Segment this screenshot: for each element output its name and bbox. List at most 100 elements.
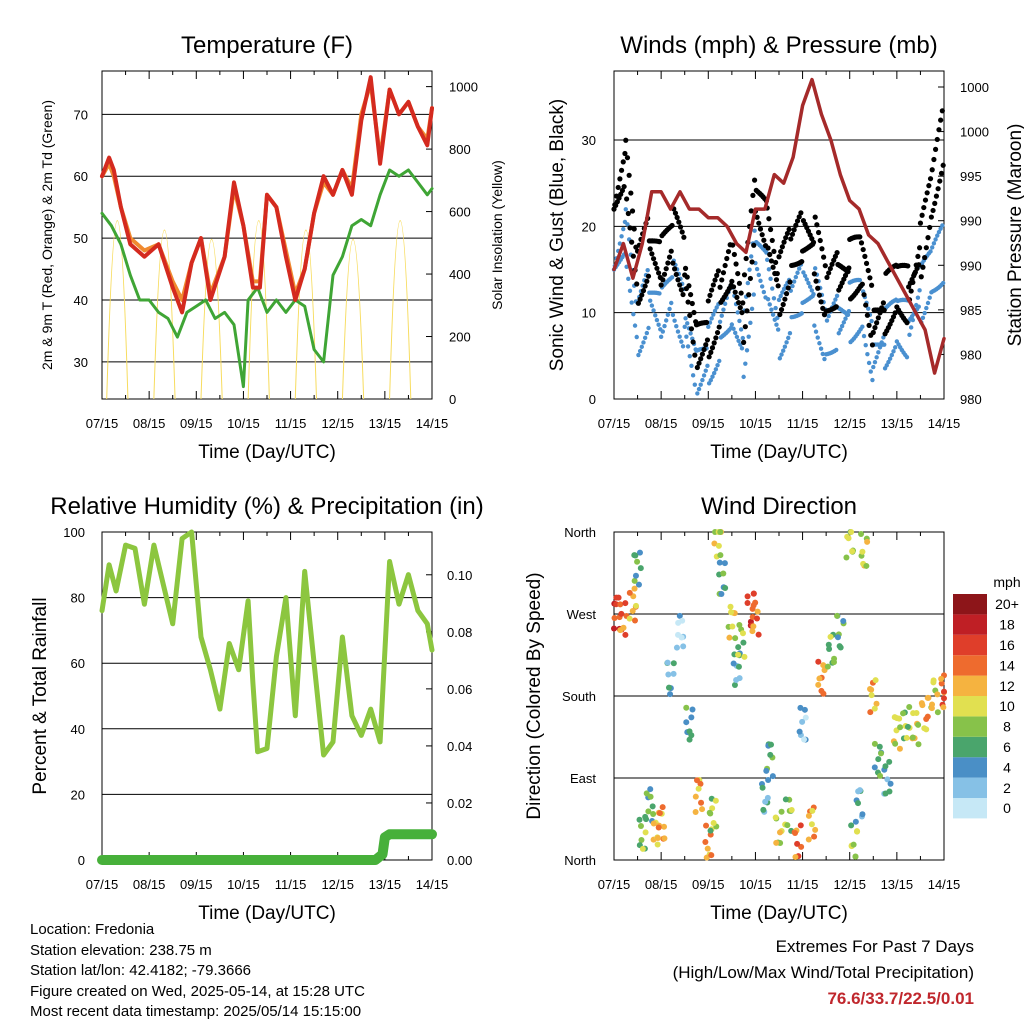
wind-points <box>611 207 946 396</box>
direction-point <box>642 829 649 836</box>
data-point <box>669 275 675 280</box>
plot-frame <box>101 70 433 400</box>
direction-point <box>702 838 709 845</box>
chart-title: Wind Direction <box>701 493 857 520</box>
data-point <box>784 230 791 237</box>
data-point <box>861 292 867 298</box>
direction-point <box>726 634 733 641</box>
x-tick-label: 14/15 <box>416 416 449 431</box>
data-point <box>809 288 815 293</box>
data-point <box>910 279 916 286</box>
data-point <box>729 278 735 284</box>
direction-point <box>825 641 832 648</box>
direction-point <box>728 609 735 616</box>
direction-point <box>735 663 742 670</box>
direction-point <box>632 617 639 624</box>
data-point <box>935 186 941 192</box>
legend-label: 0 <box>1003 800 1011 816</box>
data-point <box>799 311 804 316</box>
data-point <box>731 326 736 331</box>
direction-point <box>750 590 757 597</box>
direction-point <box>794 840 801 847</box>
data-point <box>765 296 771 302</box>
legend-label: 6 <box>1003 739 1011 755</box>
data-point <box>787 279 793 285</box>
data-point <box>846 308 852 314</box>
data-point <box>742 324 748 330</box>
direction-point <box>729 623 736 630</box>
data-point <box>717 284 723 290</box>
x-tick-label: 13/15 <box>369 416 402 431</box>
data-point <box>927 176 934 182</box>
y2-tick-label: 800 <box>449 142 471 157</box>
x-tick-label: 09/15 <box>692 877 725 892</box>
data-point <box>827 265 833 272</box>
data-point <box>722 301 728 306</box>
direction-point <box>921 725 928 732</box>
data-point <box>821 254 827 260</box>
data-point <box>748 208 754 214</box>
data-point <box>652 260 658 267</box>
direction-point <box>699 806 706 813</box>
data-point <box>904 354 910 360</box>
direction-point <box>919 702 926 709</box>
data-point <box>734 294 740 301</box>
direction-point <box>769 773 776 780</box>
y2-tick-label: 0.08 <box>447 625 472 640</box>
direction-point <box>792 829 799 836</box>
direction-point <box>744 599 751 606</box>
x-tick-label: 11/15 <box>275 877 307 892</box>
data-point <box>782 296 788 302</box>
direction-point <box>938 680 945 687</box>
data-point <box>675 329 681 334</box>
data-point <box>774 322 779 327</box>
direction-point <box>799 718 806 725</box>
direction-point <box>875 756 882 763</box>
direction-point <box>872 677 879 684</box>
data-point <box>666 254 673 260</box>
data-point <box>631 311 636 317</box>
data-point <box>916 304 921 309</box>
data-point <box>778 293 783 299</box>
direction-point <box>649 803 656 810</box>
extremes-title: Extremes For Past 7 Days <box>775 937 974 956</box>
data-point <box>711 312 716 317</box>
direction-point <box>722 585 729 592</box>
direction-point <box>913 709 920 716</box>
data-point <box>685 344 691 349</box>
data-point <box>759 284 765 289</box>
x-tick-label: 12/15 <box>321 877 354 892</box>
direction-point <box>876 743 883 750</box>
y-tick-label: 10 <box>582 306 596 321</box>
legend-swatch <box>953 594 987 615</box>
data-point <box>923 245 929 251</box>
direction-point <box>733 677 740 684</box>
data-point <box>846 265 852 271</box>
data-point <box>660 277 666 283</box>
data-point <box>654 265 660 271</box>
legend-swatch <box>953 757 987 778</box>
data-point <box>634 334 639 340</box>
data-point <box>820 351 825 357</box>
y2-tick-label: 995 <box>960 169 982 184</box>
direction-point <box>636 816 643 823</box>
data-point <box>736 280 743 286</box>
data-point <box>866 306 871 311</box>
direction-point <box>816 675 823 682</box>
insolation-curve <box>294 229 317 400</box>
data-point <box>918 274 924 280</box>
data-point <box>701 373 707 378</box>
data-point <box>841 320 847 325</box>
data-point <box>874 320 880 326</box>
data-point <box>685 321 690 326</box>
direction-point <box>654 841 661 848</box>
data-point <box>758 278 763 283</box>
data-point <box>759 232 765 238</box>
data-point <box>831 257 837 263</box>
direction-point <box>755 631 762 638</box>
data-point <box>908 288 914 294</box>
data-point <box>656 239 663 245</box>
data-point <box>639 292 645 298</box>
data-point <box>733 261 739 267</box>
direction-point <box>707 827 714 834</box>
